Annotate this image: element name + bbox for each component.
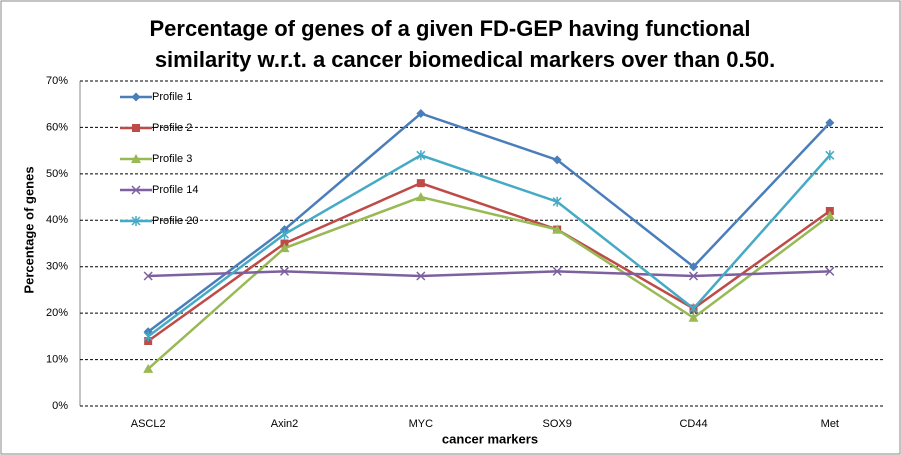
legend-label: Profile 3: [152, 153, 192, 165]
marker: [825, 150, 835, 161]
marker: [825, 118, 835, 128]
x-axis-title: cancer markers: [442, 431, 538, 446]
marker: [131, 216, 141, 226]
legend-label: Profile 20: [152, 215, 198, 227]
y-tick-label: 10%: [46, 353, 68, 365]
y-tick-label: 40%: [46, 214, 68, 226]
marker: [552, 155, 562, 165]
marker: [552, 196, 562, 207]
marker: [824, 210, 835, 220]
marker: [143, 271, 153, 281]
marker: [279, 229, 290, 240]
x-tick-label: Axin2: [271, 418, 299, 430]
series-line: [148, 270, 830, 278]
x-tick-label: ASCL2: [131, 418, 166, 430]
marker: [131, 185, 141, 195]
marker: [416, 179, 425, 188]
marker: [416, 271, 426, 281]
x-tick-label: SOX9: [542, 418, 571, 430]
y-tick-label: 20%: [46, 307, 68, 319]
y-tick-label: 60%: [46, 121, 68, 133]
marker: [143, 331, 153, 342]
y-tick-label: 30%: [46, 261, 68, 273]
chart-title: Percentage of genes of a given FD-GEP ha…: [149, 16, 750, 41]
x-tick-label: CD44: [679, 418, 707, 430]
y-axis-title: Percentage of genes: [21, 166, 36, 293]
marker: [688, 312, 699, 322]
marker: [552, 224, 563, 234]
marker: [132, 124, 140, 132]
marker: [689, 262, 698, 272]
series-line: [147, 153, 831, 338]
legend-label: Profile 1: [152, 91, 192, 103]
legend-label: Profile 14: [152, 184, 198, 196]
marker: [416, 109, 426, 118]
legend-label: Profile 2: [152, 122, 192, 134]
y-tick-label: 70%: [46, 75, 68, 87]
marker: [143, 363, 154, 373]
series-line: [147, 112, 831, 333]
marker: [416, 150, 426, 161]
marker: [415, 192, 426, 202]
marker: [279, 243, 290, 253]
marker: [688, 271, 699, 281]
marker: [131, 92, 141, 102]
y-tick-label: 50%: [46, 168, 68, 180]
marker: [279, 266, 290, 276]
marker: [131, 154, 141, 163]
chart-title: similarity w.r.t. a cancer biomedical ma…: [155, 47, 775, 72]
series-line: [147, 195, 831, 370]
marker: [688, 303, 699, 314]
x-tick-label: MYC: [409, 418, 434, 430]
x-tick-label: Met: [821, 418, 839, 430]
marker: [825, 266, 835, 276]
series-line: [147, 181, 831, 343]
y-tick-label: 0%: [52, 400, 68, 412]
marker: [552, 266, 562, 276]
